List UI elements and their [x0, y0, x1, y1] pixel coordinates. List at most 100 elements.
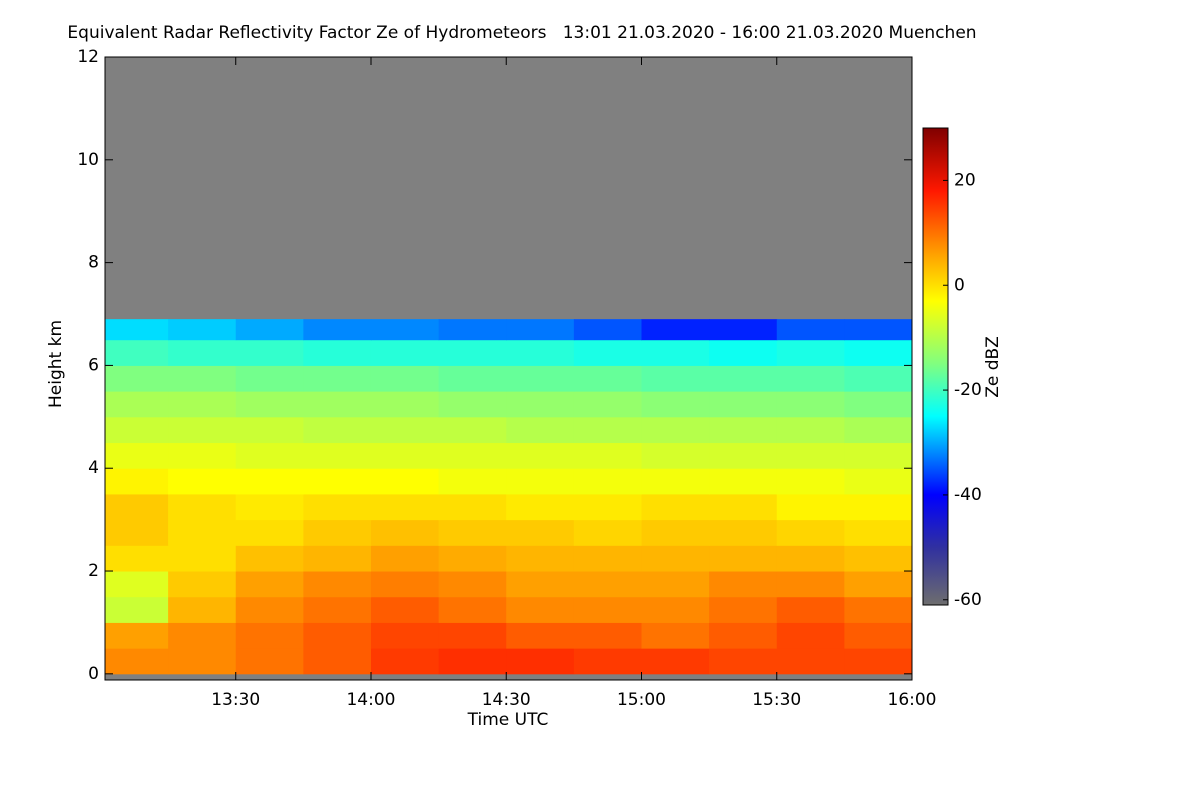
heatmap-cell	[506, 493, 575, 521]
heatmap-cell	[709, 622, 778, 649]
heatmap-cell	[844, 622, 912, 649]
heatmap-cell	[105, 545, 169, 572]
x-tick-label: 15:30	[752, 690, 801, 710]
heatmap-cell	[573, 319, 642, 341]
heatmap-cell	[168, 493, 237, 521]
heatmap-cell	[370, 493, 440, 521]
heatmap-cell	[776, 365, 845, 392]
heatmap-cell	[370, 571, 440, 598]
heatmap-cell	[641, 391, 710, 418]
heatmap-cell	[168, 648, 237, 675]
heatmap-cell	[438, 416, 507, 444]
heatmap-cell	[303, 622, 372, 649]
heatmap-cell	[844, 571, 912, 598]
heatmap-cell	[506, 391, 575, 418]
heatmap-cell	[235, 442, 304, 469]
heatmap-cell	[641, 365, 710, 392]
heatmap-cell	[844, 493, 912, 521]
x-tick-label: 16:00	[888, 690, 937, 710]
heatmap-cell	[641, 442, 710, 469]
heatmap-cell	[573, 391, 642, 418]
heatmap-cell	[168, 596, 237, 623]
heatmap-cell	[709, 442, 778, 469]
heatmap-cell	[303, 416, 372, 444]
heatmap-cell	[370, 416, 440, 444]
heatmap-cell	[370, 648, 440, 675]
y-tick-label: 8	[88, 253, 99, 273]
heatmap-cell	[709, 391, 778, 418]
heatmap-cell	[438, 493, 507, 521]
heatmap-cell	[438, 545, 507, 572]
heatmap-cell	[709, 339, 778, 366]
heatmap-cell	[105, 468, 169, 495]
heatmap-cell	[105, 319, 169, 341]
heatmap-cell	[438, 468, 507, 495]
heatmap-cell	[370, 391, 440, 418]
heatmap-cell	[776, 416, 845, 444]
heatmap-cell	[370, 596, 440, 623]
heatmap-cell	[303, 391, 372, 418]
heatmap-cell	[573, 493, 642, 521]
heatmap-cell	[303, 648, 372, 675]
heatmap-cell	[573, 648, 642, 675]
heatmap-cell	[168, 319, 237, 341]
heatmap-cell	[370, 622, 440, 649]
heatmap-cell	[506, 416, 575, 444]
heatmap-cell	[506, 596, 575, 623]
heatmap-cell	[844, 365, 912, 392]
heatmap-cell	[235, 519, 304, 546]
heatmap-cell	[168, 571, 237, 598]
heatmap-cell	[844, 545, 912, 572]
heatmap-cell	[844, 391, 912, 418]
colorbar-tick-label: 0	[954, 275, 965, 295]
heatmap-cells	[105, 319, 912, 675]
heatmap-cell	[776, 648, 845, 675]
heatmap-cell	[168, 519, 237, 546]
heatmap-cell	[573, 596, 642, 623]
heatmap-cell	[573, 468, 642, 495]
heatmap-cell	[573, 442, 642, 469]
heatmap-cell	[573, 365, 642, 392]
heatmap-cell	[438, 365, 507, 392]
x-axis-label: Time UTC	[467, 710, 549, 730]
heatmap-cell	[105, 339, 169, 366]
heatmap-cell	[573, 545, 642, 572]
heatmap-cell	[235, 319, 304, 341]
heatmap-cell	[641, 339, 710, 366]
heatmap-cell	[506, 519, 575, 546]
heatmap-cell	[844, 339, 912, 366]
heatmap-cell	[303, 519, 372, 546]
heatmap-cell	[105, 519, 169, 546]
heatmap-cell	[235, 596, 304, 623]
heatmap-cell	[844, 468, 912, 495]
heatmap-cell	[438, 648, 507, 675]
heatmap-cell	[105, 571, 169, 598]
heatmap-cell	[235, 545, 304, 572]
heatmap-cell	[641, 519, 710, 546]
colorbar	[922, 127, 949, 606]
heatmap-cell	[776, 339, 845, 366]
heatmap-cell	[776, 571, 845, 598]
heatmap-cell	[573, 571, 642, 598]
heatmap-cell	[303, 545, 372, 572]
heatmap-cell	[844, 416, 912, 444]
heatmap-cell	[844, 596, 912, 623]
y-tick-label: 2	[88, 561, 99, 581]
x-tick-label: 13:30	[211, 690, 260, 710]
heatmap-cell	[438, 391, 507, 418]
y-axis-label: Height km	[46, 320, 66, 408]
heatmap-cell	[235, 339, 304, 366]
heatmap-cell	[506, 365, 575, 392]
heatmap-cell	[776, 545, 845, 572]
heatmap-cell	[776, 442, 845, 469]
heatmap-cell	[370, 519, 440, 546]
heatmap-cell	[776, 391, 845, 418]
heatmap-cell	[641, 416, 710, 444]
heatmap-cell	[303, 339, 372, 366]
x-tick-label: 15:00	[617, 690, 666, 710]
heatmap-cell	[709, 571, 778, 598]
heatmap-cell	[235, 468, 304, 495]
heatmap-cell	[709, 493, 778, 521]
colorbar-tick-label: -60	[954, 590, 982, 610]
heatmap-cell	[776, 319, 845, 341]
